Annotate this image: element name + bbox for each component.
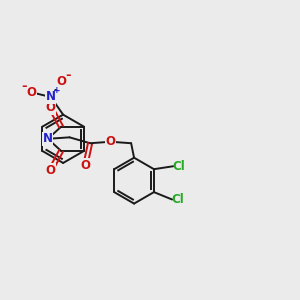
Text: -: -: [22, 80, 27, 93]
Text: Cl: Cl: [172, 193, 184, 206]
Text: O: O: [106, 135, 116, 148]
Text: N: N: [43, 132, 53, 145]
Text: O: O: [56, 75, 66, 88]
Text: +: +: [53, 86, 61, 95]
Text: O: O: [27, 86, 37, 99]
Text: -: -: [66, 69, 71, 82]
Text: O: O: [81, 159, 91, 172]
Text: O: O: [46, 164, 56, 176]
Text: O: O: [46, 101, 56, 114]
Text: N: N: [46, 91, 56, 103]
Text: Cl: Cl: [173, 160, 185, 173]
